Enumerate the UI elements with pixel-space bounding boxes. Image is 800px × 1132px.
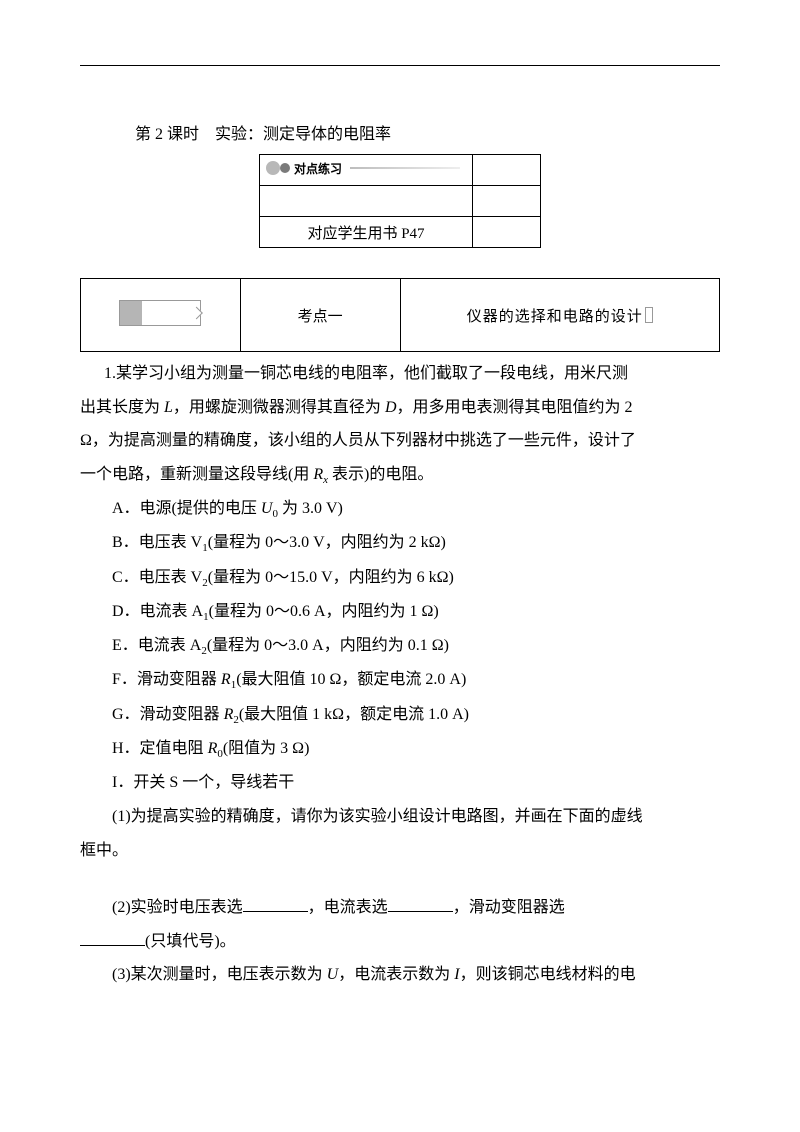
opt-I: I．开关 S 一个，导线若干 xyxy=(80,766,720,800)
q1-stem-2: 出其长度为 L，用螺旋测微器测得其直径为 D，用多用电表测得其电阻值约为 2 xyxy=(80,391,720,425)
blank-voltmeter[interactable] xyxy=(243,895,308,912)
opt-H: H．定值电阻 R0(阻值为 3 Ω) xyxy=(80,732,720,766)
opt-C: C．电压表 V2(量程为 0～15.0 V，内阻约为 6 kΩ) xyxy=(80,561,720,595)
lesson-title: 第 2 课时 实验：测定导体的电阻率 xyxy=(135,120,720,144)
q1-stem-3: Ω，为提高测量的精确度，该小组的人员从下列器材中挑选了一些元件，设计了 xyxy=(80,424,720,458)
blank-rheostat[interactable] xyxy=(80,929,145,946)
blank-ammeter[interactable] xyxy=(388,895,453,912)
opt-D: D．电流表 A1(量程为 0～0.6 A，内阻约为 1 Ω) xyxy=(80,595,720,629)
ticket-icon xyxy=(119,300,201,326)
spacer xyxy=(80,867,720,891)
topic-number: 考点一 xyxy=(240,279,400,352)
part-1b: 框中。 xyxy=(80,834,720,868)
opt-E: E．电流表 A2(量程为 0～3.0 A，内阻约为 0.1 Ω) xyxy=(80,629,720,663)
q1-stem-4: 一个电路，重新测量这段导线(用 Rx 表示)的电阻。 xyxy=(80,458,720,492)
reference-table: 对点练习 对应学生用书 P47 xyxy=(259,154,541,248)
opt-B: B．电压表 V1(量程为 0～3.0 V，内阻约为 2 kΩ) xyxy=(80,526,720,560)
student-book-ref: 对应学生用书 P47 xyxy=(260,217,473,248)
part-2b: (只填代号)。 xyxy=(80,925,720,959)
topic-title: 仪器的选择和电路的设计 xyxy=(467,309,643,325)
opt-F: F．滑动变阻器 R1(最大阻值 10 Ω，额定电流 2.0 A) xyxy=(80,663,720,697)
horizontal-rule xyxy=(80,65,720,66)
topic-table: 考点一 仪器的选择和电路的设计 xyxy=(80,278,720,352)
part-1a: (1)为提高实验的精确度，请你为该实验小组设计电路图，并画在下面的虚线 xyxy=(80,800,720,834)
practice-label: 对点练习 xyxy=(294,160,342,177)
part-3: (3)某次测量时，电压表示数为 U，电流表示数为 I，则该铜芯电线材料的电 xyxy=(80,958,720,992)
opt-G: G．滑动变阻器 R2(最大阻值 1 kΩ，额定电流 1.0 A) xyxy=(80,698,720,732)
opt-A: A．电源(提供的电压 U0 为 3.0 V) xyxy=(80,492,720,526)
part-2: (2)实验时电压表选，电流表选，滑动变阻器选 xyxy=(80,891,720,925)
end-mark-icon xyxy=(645,307,653,323)
practice-icon: 对点练习 xyxy=(266,160,460,177)
q1-stem-1: 1.某学习小组为测量一铜芯电线的电阻率，他们截取了一段电线，用米尺测 xyxy=(80,357,720,391)
